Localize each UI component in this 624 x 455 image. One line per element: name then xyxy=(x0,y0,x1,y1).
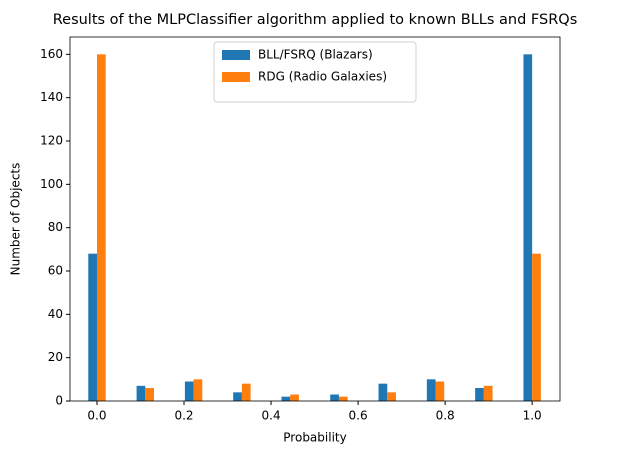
y-tick-label: 40 xyxy=(48,307,63,321)
plot-frame xyxy=(69,36,561,402)
x-tick-label: 1.0 xyxy=(523,409,542,423)
x-tick-label: 0.4 xyxy=(262,409,281,423)
y-tick-label: 100 xyxy=(40,177,63,191)
bar xyxy=(193,379,203,401)
x-tick-label: 0.0 xyxy=(87,409,106,423)
y-axis-label: Number of Objects xyxy=(9,163,23,276)
bar xyxy=(435,381,445,401)
bar xyxy=(330,394,339,401)
bar xyxy=(145,388,154,401)
bar xyxy=(378,383,388,401)
y-tick-label: 80 xyxy=(48,220,63,234)
bar xyxy=(338,396,348,401)
bar xyxy=(136,385,146,401)
y-tick-label: 160 xyxy=(40,47,63,61)
bar xyxy=(233,392,242,401)
y-tick-label: 60 xyxy=(48,264,63,278)
bar xyxy=(475,388,484,401)
y-tick-label: 20 xyxy=(48,350,63,364)
x-tick-label: 0.6 xyxy=(349,409,368,423)
bar xyxy=(88,253,97,401)
legend-swatch xyxy=(222,50,250,60)
legend-label: RDG (Radio Galaxies) xyxy=(258,70,387,84)
legend-label: BLL/FSRQ (Blazars) xyxy=(258,48,373,62)
bar xyxy=(426,379,436,401)
bar xyxy=(184,381,194,401)
bar xyxy=(532,253,541,401)
legend-box xyxy=(213,41,417,103)
bar xyxy=(241,383,251,401)
y-tick-label: 0 xyxy=(55,394,63,408)
y-tick-label: 120 xyxy=(40,134,63,148)
bar xyxy=(96,54,106,401)
chart-title: Results of the MLPClassifier algorithm a… xyxy=(53,12,578,28)
bar xyxy=(290,394,299,401)
y-tick-label: 140 xyxy=(40,90,63,104)
bar xyxy=(281,396,291,401)
x-axis-label: Probability xyxy=(283,431,346,445)
bar xyxy=(387,392,396,401)
bar xyxy=(483,385,493,401)
x-tick-label: 0.2 xyxy=(174,409,193,423)
bar xyxy=(523,54,533,401)
legend-swatch xyxy=(222,72,250,82)
x-tick-label: 0.8 xyxy=(436,409,455,423)
